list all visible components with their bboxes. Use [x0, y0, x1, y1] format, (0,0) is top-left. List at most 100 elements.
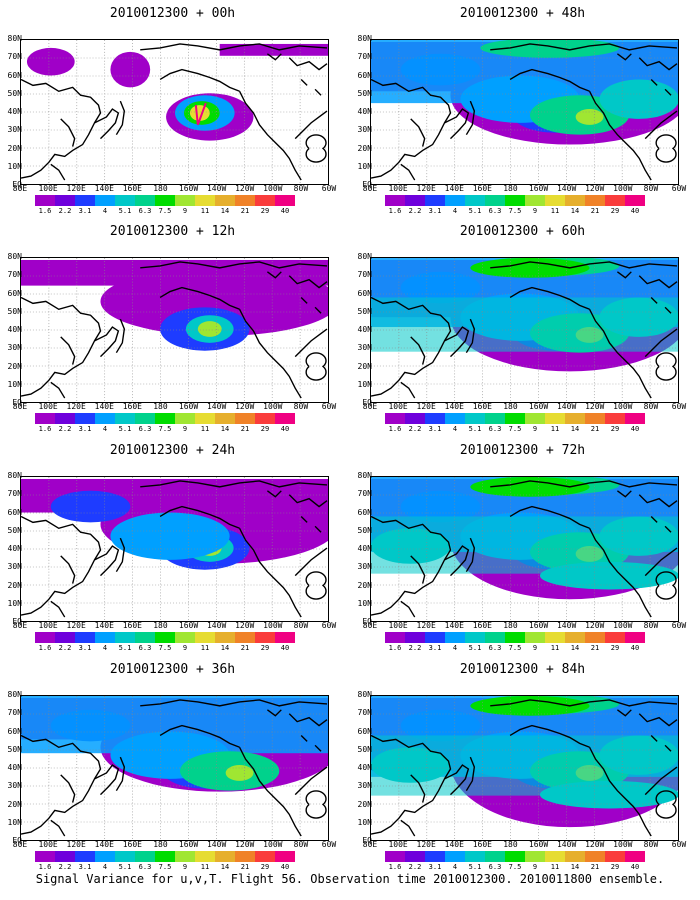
colorbar-swatch [445, 632, 465, 643]
map-panel: 2010012300 + 60h 80N 70N 60N 50N 40N 30N 20N 10N… [350, 218, 695, 436]
longitude-label: 140W [206, 184, 227, 193]
colorbar-swatch [425, 195, 445, 206]
colorbar [35, 195, 295, 206]
colorbar-swatch [465, 413, 485, 424]
colorbar-level-label: 5.1 [468, 644, 482, 652]
colorbar-level-label: 9 [532, 644, 538, 652]
latitude-label: EQ [12, 398, 22, 407]
colorbar-level-label: 1.6 [38, 425, 52, 433]
coastlines [21, 261, 328, 399]
colorbar-swatch [55, 195, 75, 206]
latitude-label: 80N [357, 690, 372, 699]
colorbar-level-label: 9 [182, 863, 188, 871]
longitude-label: 80W [643, 184, 659, 193]
latitude-label: 40N [7, 325, 22, 334]
graticule [371, 258, 678, 402]
longitude-label: 120E [66, 402, 86, 411]
longitude-label: 180 [153, 621, 168, 630]
latitude-label: 20N [7, 799, 22, 809]
latitude-label: 20N [357, 799, 372, 809]
colorbar-swatch [445, 851, 465, 862]
colorbar-swatch [215, 413, 235, 424]
colorbar-swatch [445, 413, 465, 424]
colorbar-swatch [485, 632, 505, 643]
colorbar-level-label: 6.3 [138, 207, 152, 215]
colorbar-swatch [155, 851, 175, 862]
longitude-label: 80E [362, 402, 378, 411]
colorbar-level-label: 1.6 [38, 644, 52, 652]
colorbar-level-label: 9 [182, 425, 188, 433]
colorbar-swatch [55, 851, 75, 862]
colorbar-level-label: 4 [452, 644, 458, 652]
colorbar-swatch [235, 195, 255, 206]
colorbar-level-label: 29 [610, 863, 620, 871]
colorbar-labels: 1.6 2.2 3.1 4 5.1 6.3 7.5 9 11 14 21 29 40 [385, 863, 645, 872]
colorbar-level-label: 40 [630, 863, 640, 871]
latitude-label: 70N [357, 489, 372, 499]
colorbar-level-label: 11 [200, 644, 210, 652]
colorbar [385, 632, 645, 643]
colorbar-swatch [255, 195, 275, 206]
colorbar-level-label: 11 [550, 644, 560, 652]
map-plot [370, 257, 679, 403]
latitude-label: 30N [357, 562, 372, 572]
colorbar-level-label: 9 [532, 425, 538, 433]
colorbar-level-label: 40 [280, 863, 290, 871]
colorbar-level-label: 5.1 [118, 207, 132, 215]
coastlines [21, 480, 328, 618]
colorbar-swatch [485, 851, 505, 862]
colorbar-level-label: 29 [260, 644, 270, 652]
panel-title: 2010012300 + 48h [459, 6, 586, 21]
longitude-label: 60W [671, 621, 687, 630]
colorbar-swatch [545, 195, 565, 206]
colorbar-swatch [545, 632, 565, 643]
colorbar-level-label: 9 [532, 863, 538, 871]
longitude-label: 80W [293, 402, 309, 411]
latitude-label: EQ [362, 836, 372, 845]
colorbar-level-label: 1.6 [388, 863, 402, 871]
longitude-label: 80E [12, 840, 28, 849]
longitude-label: 180 [153, 840, 168, 849]
colorbar-swatch [235, 413, 255, 424]
colorbar-level-label: 3.1 [428, 863, 442, 871]
colorbar-level-label: 29 [260, 425, 270, 433]
coastlines [371, 699, 678, 837]
colorbar-swatch [605, 632, 625, 643]
longitude-label: 80E [12, 621, 28, 630]
colorbar-swatch [175, 413, 195, 424]
colorbar-level-label: 21 [590, 644, 600, 652]
latitude-label: 80N [7, 34, 22, 43]
colorbar-level-label: 14 [220, 863, 230, 871]
colorbar-level-label: 11 [200, 425, 210, 433]
map-plot [20, 39, 329, 185]
graticule [21, 258, 328, 402]
map-panel: 2010012300 + 48h 80N 70N 60N 50N 40N 30N 20N 10N… [350, 0, 695, 218]
colorbar-level-label: 3.1 [78, 863, 92, 871]
colorbar-swatch [155, 632, 175, 643]
colorbar-level-label: 1.6 [38, 863, 52, 871]
longitude-label: 60W [321, 621, 337, 630]
colorbar [35, 632, 295, 643]
colorbar-swatch [605, 851, 625, 862]
colorbar-level-label: 2.2 [408, 207, 422, 215]
colorbar-swatch [385, 413, 405, 424]
longitude-label: 100E [38, 402, 58, 411]
latitude-label: 80N [7, 252, 22, 261]
colorbar-level-label: 5.1 [118, 863, 132, 871]
panel-title: 2010012300 + 84h [459, 662, 586, 677]
colorbar-swatch [275, 413, 295, 424]
latitude-label: 80N [357, 34, 372, 43]
longitude-label: 140W [206, 621, 227, 630]
panel-title: 2010012300 + 24h [109, 443, 236, 458]
colorbar-labels: 1.6 2.2 3.1 4 5.1 6.3 7.5 9 11 14 21 29 40 [35, 207, 295, 216]
colorbar-swatch [625, 413, 645, 424]
latitude-label: 20N [7, 580, 22, 590]
colorbar-level-label: 14 [570, 207, 580, 215]
colorbar-swatch [405, 632, 425, 643]
latitude-label: 30N [7, 125, 22, 135]
latitude-label: 10N [7, 817, 22, 827]
longitude-label: 160W [178, 402, 199, 411]
colorbar-level-label: 11 [200, 207, 210, 215]
latitude-label: 60N [357, 726, 372, 736]
colorbar-level-label: 3.1 [78, 644, 92, 652]
